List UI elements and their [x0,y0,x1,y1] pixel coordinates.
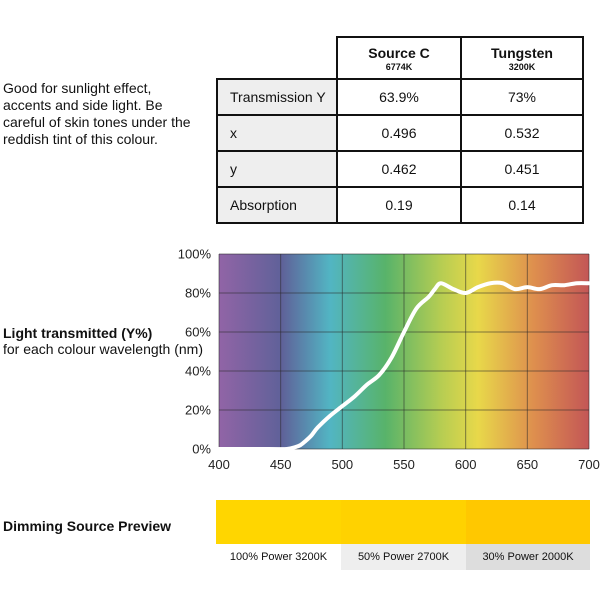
column-subtitle: 3200K [508,62,536,72]
preview-swatch [466,500,590,544]
transmission-line [217,280,591,452]
y-tick-label: 60% [185,325,211,340]
table-cell: 0.14 [460,186,584,224]
column-subtitle: 6774K [385,62,413,72]
properties-table: Source C 6774K Tungsten 3200K Transmissi… [216,36,584,224]
column-title: Tungsten [491,45,553,61]
chart-caption-subtitle: for each colour wavelength (nm) [3,341,203,357]
column-header-tungsten: Tungsten 3200K [460,36,584,80]
x-tick-label: 600 [455,457,477,472]
table-corner [217,37,338,80]
table-row: x 0.496 0.532 [216,114,584,152]
table-cell: 0.496 [336,114,462,152]
x-tick-label: 450 [270,457,292,472]
table-cell: 0.532 [460,114,584,152]
description-text: Good for sunlight effect, accents and si… [3,80,191,147]
row-label: Transmission Y [216,78,338,116]
preview-swatch [341,500,466,544]
table-row: y 0.462 0.451 [216,150,584,188]
column-header-source-c: Source C 6774K [336,36,462,80]
table-header-row: Source C 6774K Tungsten 3200K [217,36,584,80]
row-label: Absorption [216,186,338,224]
table-row: Transmission Y 63.9% 73% [216,78,584,116]
preview-swatch-label: 50% Power 2700K [341,544,466,570]
y-tick-label: 100% [178,247,212,262]
y-tick-label: 0% [192,442,211,457]
y-tick-label: 20% [185,403,211,418]
preview-title: Dimming Source Preview [3,518,172,534]
column-title: Source C [368,45,430,61]
x-tick-label: 550 [393,457,415,472]
table-cell: 0.19 [336,186,462,224]
chart-caption-title: Light transmitted (Y%) [3,325,153,341]
x-tick-label: 700 [578,457,600,472]
preview-swatch-label: 100% Power 3200K [216,544,341,570]
x-tick-label: 400 [208,457,230,472]
table-cell: 0.451 [460,150,584,188]
table-cell: 73% [460,78,584,116]
x-tick-label: 500 [331,457,353,472]
table-row: Absorption 0.19 0.14 [216,186,584,224]
row-label: y [216,150,338,188]
table-cell: 63.9% [336,78,462,116]
transmission-chart: 0% 20% 40% 60% 80% 100% 400 450 500 550 600 650 700 [178,247,600,473]
table-cell: 0.462 [336,150,462,188]
y-tick-label: 80% [185,286,211,301]
y-tick-label: 40% [185,364,211,379]
preview-swatch-label: 30% Power 2000K [466,544,590,570]
x-tick-label: 650 [516,457,538,472]
preview-swatch [216,500,341,544]
chart-caption: Light transmitted (Y%) for each colour w… [3,325,203,357]
row-label: x [216,114,338,152]
